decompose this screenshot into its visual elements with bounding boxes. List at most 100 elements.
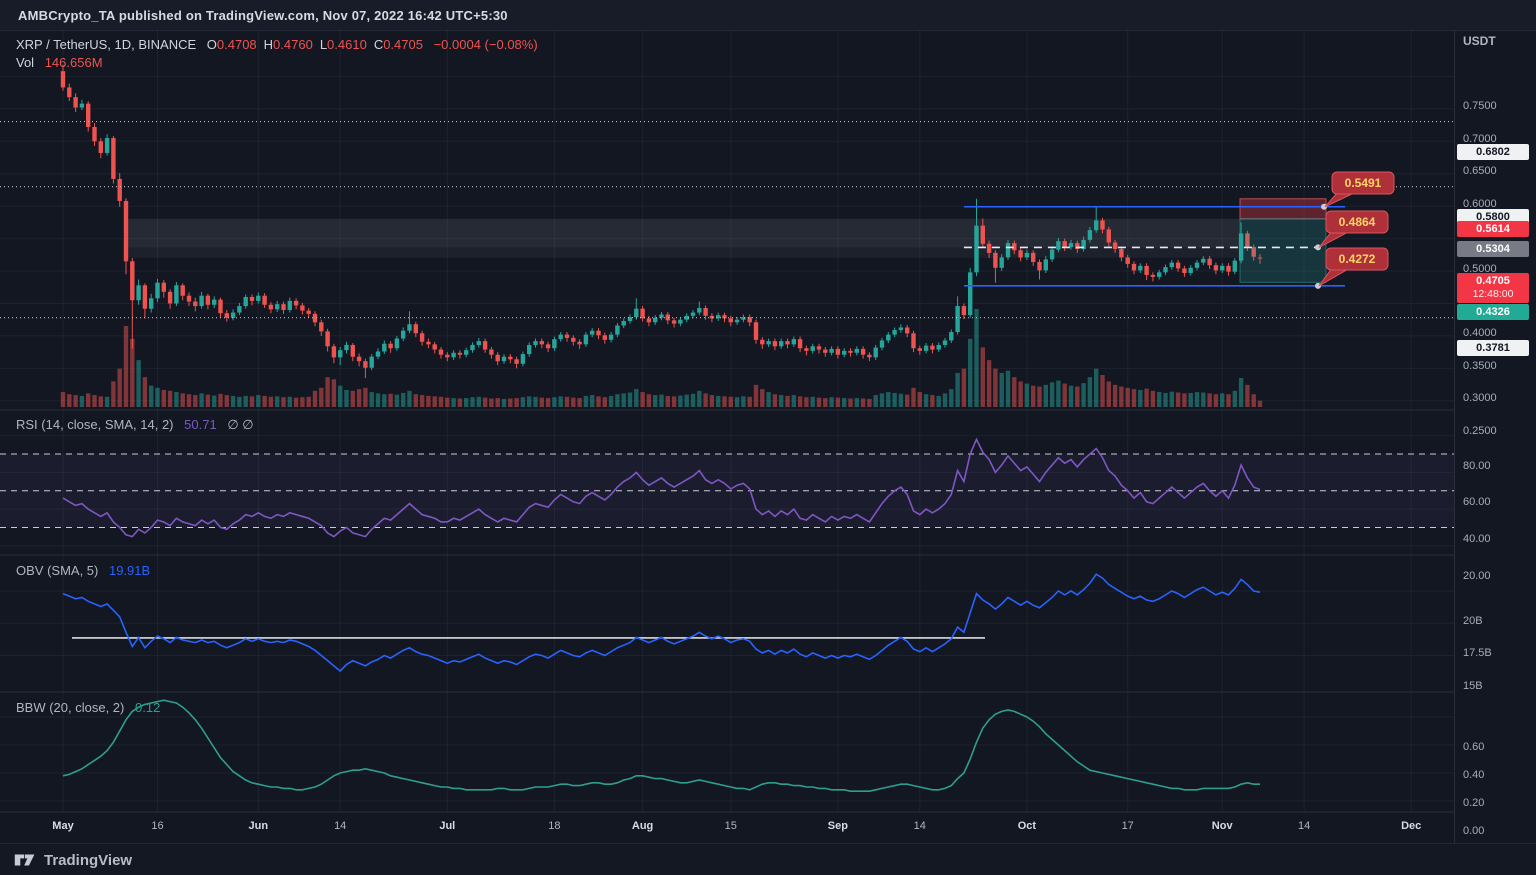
volume-bar [779, 395, 784, 407]
volume-bar [804, 397, 809, 407]
candle [1213, 265, 1219, 271]
candle [797, 339, 803, 349]
time-tick-label[interactable]: 14 [334, 820, 347, 832]
time-tick-label[interactable]: Oct [1017, 820, 1037, 832]
callout-anchor-dot[interactable] [1321, 203, 1327, 210]
candle [293, 300, 299, 306]
volume-bar [527, 396, 532, 407]
price-level-badge: 0.4326 [1457, 304, 1529, 321]
candle [325, 331, 330, 347]
candle [495, 354, 500, 362]
volume-bar [142, 377, 148, 407]
candle [161, 282, 166, 292]
candle [823, 349, 828, 353]
volume-bar [293, 397, 299, 407]
volume-bar [1257, 400, 1263, 407]
volume-bar [886, 392, 891, 407]
candle [911, 333, 916, 349]
obv-axis-label: 17.5B [1463, 647, 1492, 660]
volume-bar [1188, 392, 1193, 407]
volume-legend[interactable]: Vol 146.656M [16, 55, 103, 70]
demand-zone-box[interactable] [1239, 218, 1327, 283]
current-price-badge: 0.4705 12:48:00 [1457, 272, 1529, 303]
candle [772, 341, 778, 347]
volume-bar [741, 396, 746, 407]
candle [1144, 265, 1149, 275]
candle [464, 350, 469, 355]
time-tick-label[interactable]: Nov [1211, 820, 1233, 832]
publish-bar: AMBCrypto_TA published on TradingView.co… [0, 0, 1536, 31]
time-tick-label[interactable]: 14 [913, 820, 926, 832]
time-tick-label[interactable]: Jun [248, 820, 269, 832]
volume-bar [464, 398, 469, 407]
candle [117, 178, 122, 201]
volume-bar [482, 397, 488, 407]
volume-bar [898, 393, 904, 407]
price-grid-label: 0.2500 [1463, 424, 1497, 437]
volume-bar [999, 372, 1004, 407]
brand-name[interactable]: TradingView [44, 851, 133, 869]
volume-bar [117, 368, 122, 407]
time-tick-label[interactable]: Aug [631, 820, 654, 832]
price-zone-band[interactable] [128, 247, 1240, 258]
candle [1150, 274, 1156, 277]
volume-bar [684, 394, 689, 407]
volume-bar [438, 396, 444, 407]
rsi-value: 50.71 [184, 417, 217, 432]
candle [949, 332, 954, 341]
price-axis[interactable]: USDT 0.7500 0.7000 0.6500 0.6000 0.5000 0.400… [1454, 30, 1536, 843]
candle [438, 349, 444, 355]
rsi-axis-label: 40.00 [1463, 533, 1491, 546]
time-tick-label[interactable]: 14 [1297, 820, 1311, 832]
time-tick-label[interactable]: Dec [1401, 820, 1422, 832]
candle [249, 296, 255, 301]
candle [590, 330, 595, 335]
time-tick-label[interactable]: 16 [151, 820, 164, 832]
candle [86, 103, 91, 128]
bbw-label: BBW (20, close, 2) [16, 700, 125, 715]
tradingview-logo-icon[interactable] [14, 850, 36, 870]
price-callout[interactable] [1331, 171, 1395, 195]
candle [1163, 267, 1168, 273]
volume-bar [1238, 378, 1244, 407]
callout-label: 0.5491 [1345, 176, 1382, 190]
time-tick-label[interactable]: 17 [1121, 820, 1134, 832]
volume-bar [275, 396, 280, 407]
time-axis[interactable]: May 16 Jun 14 Jul 18 Aug 15 Sep 14 Oct 17 Nov 14 Dec [0, 813, 1454, 843]
symbol-legend[interactable]: XRP / TetherUS, 1D, BINANCE O0.4708 H0.47… [16, 37, 538, 52]
time-tick-label[interactable]: Sep [827, 820, 848, 832]
volume-bar [968, 338, 973, 407]
volume-bar [961, 368, 967, 407]
supply-zone-box[interactable] [1239, 198, 1327, 220]
time-tick-label[interactable]: May [52, 820, 74, 832]
candle [1037, 261, 1042, 271]
volume-bar [602, 397, 607, 407]
candle [300, 305, 305, 311]
candle [810, 346, 815, 351]
volume-bar [445, 397, 450, 407]
bbw-legend[interactable]: BBW (20, close, 2) 0.12 [16, 700, 160, 715]
obv-legend[interactable]: OBV (SMA, 5) 19.91B [16, 563, 150, 578]
price-callout[interactable] [1325, 210, 1389, 234]
time-tick-label[interactable]: 18 [548, 820, 561, 832]
volume-bar [734, 397, 740, 407]
rsi-legend[interactable]: RSI (14, close, SMA, 14, 2) 50.71 ∅ ∅ [16, 417, 254, 433]
volume-bar [363, 387, 368, 407]
callout-anchor-dot[interactable] [1315, 244, 1321, 251]
price-zone-band[interactable] [128, 218, 1240, 248]
candle [319, 322, 324, 332]
candle [1056, 241, 1061, 250]
volume-bar [306, 396, 311, 407]
volume-bar [388, 393, 393, 407]
volume-bar [942, 393, 948, 407]
candle [1068, 243, 1074, 248]
main-chart-svg[interactable]: 0.5491 0.4864 0.4272 [0, 30, 1454, 843]
time-tick-label[interactable]: 15 [724, 820, 737, 832]
candle [1207, 258, 1212, 266]
candle [886, 334, 891, 341]
candle [842, 350, 847, 355]
candle [1005, 243, 1011, 258]
price-callout[interactable] [1325, 247, 1389, 271]
time-tick-label[interactable]: Jul [439, 820, 456, 832]
volume-bar [382, 394, 387, 407]
